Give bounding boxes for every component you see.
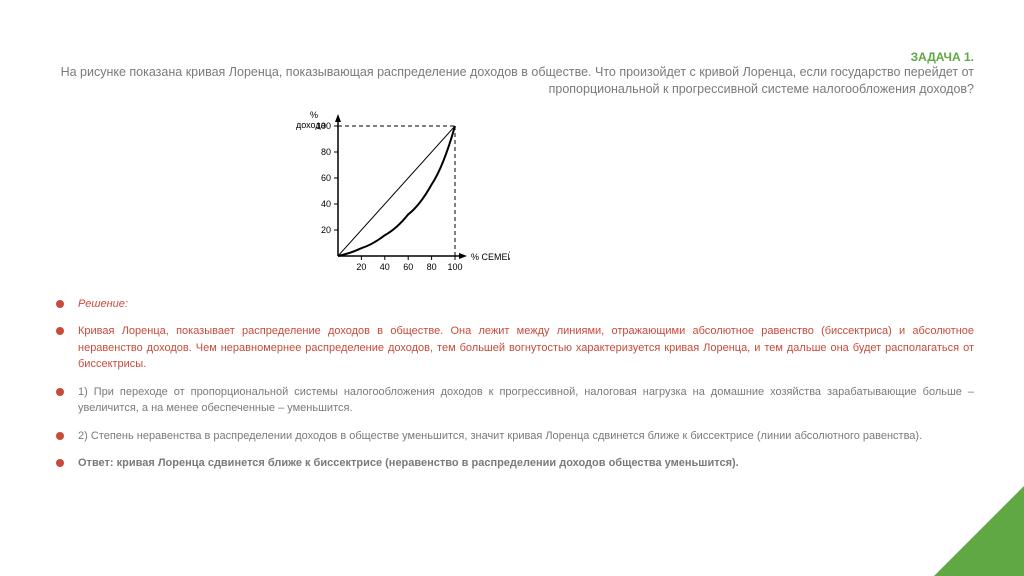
bullet-text: Решение: — [78, 298, 128, 310]
bullet-text: 1) При переходе от пропорциональной сист… — [78, 386, 974, 415]
svg-text:60: 60 — [403, 262, 413, 272]
svg-text:100: 100 — [447, 262, 462, 272]
svg-text:% СЕМЕЙ: % СЕМЕЙ — [471, 251, 510, 262]
svg-text:40: 40 — [321, 199, 331, 209]
svg-text:60: 60 — [321, 173, 331, 183]
svg-text:100: 100 — [316, 121, 331, 131]
chart-svg: %дохода2040608010020406080100% СЕМЕЙ — [290, 108, 510, 278]
solution-list: Решение: Кривая Лоренца, показывает распр… — [50, 296, 974, 472]
slide-content: ЗАДАЧА 1. На рисунке показана кривая Лор… — [0, 0, 1024, 513]
bullet-item-0: Решение: — [78, 296, 974, 313]
svg-text:80: 80 — [427, 262, 437, 272]
task-title: ЗАДАЧА 1. — [50, 50, 974, 64]
bullet-item-4: Ответ: кривая Лоренца сдвинется ближе к … — [78, 455, 974, 472]
svg-text:80: 80 — [321, 147, 331, 157]
corner-accent — [934, 486, 1024, 576]
bullet-item-3: 2) Степень неравенства в распределении д… — [78, 428, 974, 445]
svg-text:20: 20 — [356, 262, 366, 272]
svg-text:40: 40 — [380, 262, 390, 272]
lorenz-chart: %дохода2040608010020406080100% СЕМЕЙ — [290, 108, 540, 278]
header-block: ЗАДАЧА 1. На рисунке показана кривая Лор… — [50, 50, 974, 98]
bullet-text: Ответ: кривая Лоренца сдвинется ближе к … — [78, 457, 739, 469]
bullet-text: 2) Степень неравенства в распределении д… — [78, 430, 922, 442]
question-text: На рисунке показана кривая Лоренца, пока… — [50, 64, 974, 98]
svg-text:20: 20 — [321, 225, 331, 235]
bullet-item-1: Кривая Лоренца, показывает распределение… — [78, 323, 974, 373]
bullet-text: Кривая Лоренца, показывает распределение… — [78, 325, 974, 370]
bullet-item-2: 1) При переходе от пропорциональной сист… — [78, 384, 974, 417]
svg-text:%: % — [310, 110, 318, 120]
